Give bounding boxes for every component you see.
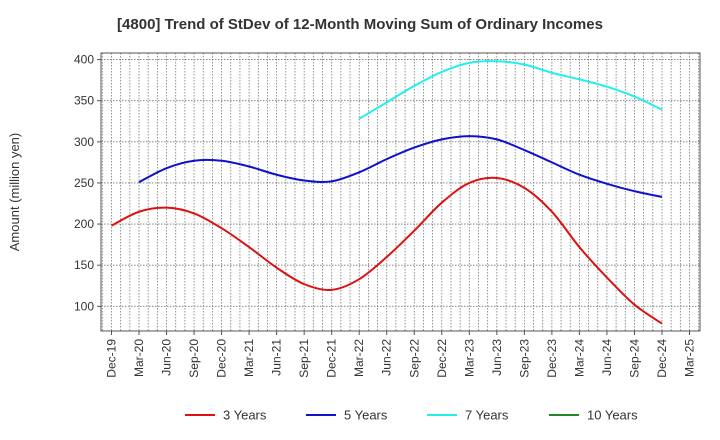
x-tick-label: Jun-24 xyxy=(600,339,614,376)
x-tick-label: Sep-24 xyxy=(627,339,641,378)
x-tick-label: Dec-22 xyxy=(435,339,449,378)
legend-label: 10 Years xyxy=(587,408,638,423)
x-tick-label: Mar-25 xyxy=(683,339,697,377)
x-tick-label: Jun-21 xyxy=(270,339,284,376)
series-line-7-years xyxy=(358,60,663,120)
x-tick-label: Dec-20 xyxy=(215,339,229,378)
y-tick-label: 400 xyxy=(74,53,94,67)
x-tick-label: Sep-23 xyxy=(517,339,531,378)
plot-area-frame xyxy=(100,52,701,332)
y-tick-label: 100 xyxy=(74,299,94,313)
y-tick-label: 200 xyxy=(74,217,94,231)
series-line-5-years xyxy=(138,135,663,198)
y-axis-title: Amount (million yen) xyxy=(7,133,22,252)
x-tick-label: Dec-23 xyxy=(545,339,559,378)
x-tick-label: Mar-21 xyxy=(242,339,256,377)
x-tick-label: Sep-21 xyxy=(297,339,311,378)
y-tick-label: 300 xyxy=(74,135,94,149)
x-tick-label: Dec-24 xyxy=(655,339,669,378)
x-tick-label: Jun-20 xyxy=(160,339,174,376)
legend-label: 7 Years xyxy=(465,408,509,423)
x-axis-ticks: Dec-19 Mar-20 Jun-20 Sep-20 Dec-20 Mar-21 Jun-… xyxy=(105,331,697,378)
y-tick-label: 150 xyxy=(74,258,94,272)
x-tick-label: Mar-20 xyxy=(132,339,146,377)
x-tick-label: Sep-20 xyxy=(187,339,201,378)
series-line-3-years xyxy=(111,176,663,325)
legend-label: 3 Years xyxy=(223,408,267,423)
y-tick-label: 250 xyxy=(74,176,94,190)
x-tick-label: Dec-19 xyxy=(105,339,119,378)
series-lines xyxy=(111,60,663,325)
legend: 3 Years 5 Years 7 Years 10 Years xyxy=(185,408,638,423)
grid xyxy=(101,53,700,331)
x-tick-label: Dec-21 xyxy=(325,339,339,378)
x-tick-label: Jun-23 xyxy=(490,339,504,376)
x-tick-label: Mar-23 xyxy=(462,339,476,377)
y-tick-label: 350 xyxy=(74,94,94,108)
x-tick-label: Sep-22 xyxy=(407,339,421,378)
chart-title: [4800] Trend of StDev of 12-Month Moving… xyxy=(117,16,603,33)
x-tick-label: Mar-24 xyxy=(572,339,586,377)
y-axis-ticks: 100 150 200 250 300 350 400 xyxy=(74,53,101,313)
legend-label: 5 Years xyxy=(344,408,388,423)
x-tick-label: Jun-22 xyxy=(380,339,394,376)
x-tick-label: Mar-22 xyxy=(352,339,366,377)
